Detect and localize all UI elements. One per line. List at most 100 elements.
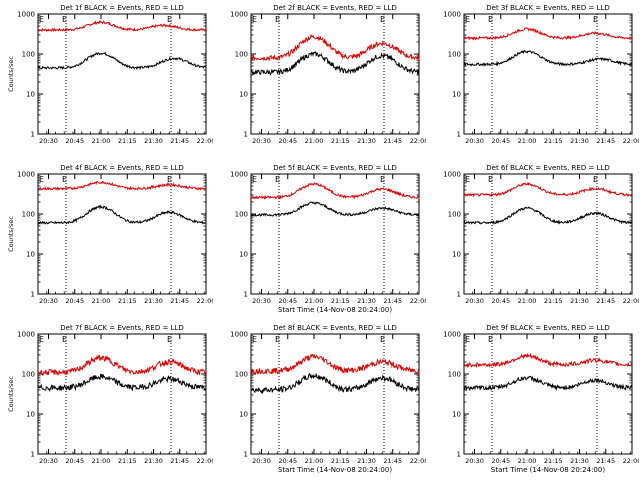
y-tick-label: 100	[448, 51, 461, 59]
x-tick-label: 22:00	[410, 297, 426, 305]
lld-series-line	[463, 27, 633, 41]
lld-series-line	[463, 181, 633, 198]
event-marker-label: E	[39, 15, 44, 24]
x-tick-label: 21:30	[570, 297, 589, 305]
y-tick-label: 100	[22, 51, 35, 59]
detector-chart: Det 6f BLACK = Events, RED = LLD 1 10 100 10…	[443, 164, 639, 305]
event-marker-label: E	[593, 15, 598, 24]
y-tick-label: 10	[239, 251, 248, 259]
event-marker-label: E	[62, 15, 67, 24]
x-tick-label: 20:45	[278, 137, 297, 145]
events-series-line	[250, 201, 420, 218]
detector-chart: Det 2f BLACK = Events, RED = LLD 1 10 100 10…	[230, 4, 426, 145]
event-marker-label: E	[488, 175, 493, 184]
x-tick-label: 21:15	[544, 297, 563, 305]
x-tick-label: 20:30	[39, 297, 58, 305]
y-tick-label: 100	[448, 211, 461, 219]
detector-panel: Det 2f BLACK = Events, RED = LLD 1 10 100 10…	[213, 0, 426, 160]
event-marker-label: E	[252, 335, 257, 344]
detector-panel: Det 9f BLACK = Events, RED = LLD 1 10 100 10…	[426, 320, 639, 480]
detector-chart: Det 1f BLACK = Events, RED = LLD 1 10 100 10…	[7, 4, 213, 145]
plot-frame	[463, 13, 633, 135]
y-tick-label: 100	[22, 371, 35, 379]
x-tick-label: 21:45	[170, 297, 189, 305]
x-tick-label: 20:30	[39, 137, 58, 145]
detector-chart: Det 7f BLACK = Events, RED = LLD 1 10 100 10…	[7, 324, 213, 465]
event-marker-label: E	[252, 175, 257, 184]
event-marker-label: E	[380, 335, 385, 344]
lld-series-line	[250, 353, 420, 375]
x-tick-label: 22:00	[623, 297, 639, 305]
plot-frame	[37, 13, 207, 135]
x-tick-label: 20:45	[65, 137, 84, 145]
x-tick-label: 21:30	[144, 297, 163, 305]
x-tick-label: 21:45	[170, 137, 189, 145]
x-tick-label: 21:15	[544, 457, 563, 465]
event-marker-label: E	[465, 15, 470, 24]
y-tick-label: 100	[22, 211, 35, 219]
y-tick-label: 1000	[230, 331, 248, 339]
lld-series-line	[37, 180, 207, 192]
x-tick-label: 21:30	[570, 457, 589, 465]
x-tick-label: 20:45	[491, 457, 510, 465]
y-tick-label: 10	[452, 91, 461, 99]
x-tick-label: 21:45	[596, 457, 615, 465]
event-marker-label: E	[39, 175, 44, 184]
y-tick-label: 10	[239, 411, 248, 419]
event-marker-label: E	[593, 335, 598, 344]
x-tick-label: 21:00	[305, 457, 324, 465]
x-tick-label: 22:00	[623, 137, 639, 145]
plot-frame	[463, 173, 633, 295]
chart-title: Det 4f BLACK = Events, RED = LLD	[60, 164, 183, 172]
detector-chart: Det 5f BLACK = Events, RED = LLD 1 10 100 10…	[230, 164, 426, 314]
x-tick-label: 22:00	[197, 457, 213, 465]
x-tick-label: 22:00	[623, 457, 639, 465]
y-tick-label: 10	[452, 411, 461, 419]
x-tick-label: 22:00	[197, 297, 213, 305]
x-tick-label: 21:15	[118, 457, 137, 465]
detector-panel: Det 4f BLACK = Events, RED = LLD 1 10 100 10…	[0, 160, 213, 320]
x-tick-label: 21:00	[518, 457, 537, 465]
x-tick-label: 20:45	[491, 297, 510, 305]
chart-title: Det 3f BLACK = Events, RED = LLD	[486, 4, 609, 12]
y-tick-label: 1000	[17, 171, 35, 179]
y-tick-label: 1	[31, 131, 35, 139]
x-tick-label: 21:30	[357, 297, 376, 305]
x-tick-label: 21:00	[305, 137, 324, 145]
x-tick-label: 22:00	[410, 457, 426, 465]
y-tick-label: 1000	[17, 11, 35, 19]
events-series-line	[250, 51, 420, 76]
detector-chart: Det 9f BLACK = Events, RED = LLD 1 10 100 10…	[443, 324, 639, 474]
x-tick-label: 20:30	[252, 137, 271, 145]
detector-chart: Det 8f BLACK = Events, RED = LLD 1 10 100 10…	[230, 324, 426, 474]
event-marker-label: E	[465, 175, 470, 184]
x-tick-label: 22:00	[197, 137, 213, 145]
chart-title: Det 5f BLACK = Events, RED = LLD	[273, 164, 396, 172]
y-tick-label: 10	[26, 251, 35, 259]
y-tick-label: 1	[244, 451, 248, 459]
x-tick-label: 21:00	[305, 297, 324, 305]
plot-frame	[250, 13, 420, 135]
y-tick-label: 1	[457, 131, 461, 139]
x-tick-label: 20:30	[252, 297, 271, 305]
y-tick-label: 10	[452, 251, 461, 259]
x-tick-label: 21:00	[518, 297, 537, 305]
x-tick-label: 21:15	[331, 137, 350, 145]
events-series-line	[37, 51, 207, 71]
x-tick-label: 21:30	[357, 137, 376, 145]
plot-frame	[463, 333, 633, 455]
y-tick-label: 1	[31, 291, 35, 299]
x-tick-label: 20:45	[491, 137, 510, 145]
lld-series-line	[250, 182, 420, 200]
events-series-line	[37, 373, 207, 392]
event-marker-label: E	[62, 175, 67, 184]
event-marker-label: E	[252, 15, 257, 24]
y-tick-label: 1000	[443, 331, 461, 339]
x-tick-label: 21:15	[544, 137, 563, 145]
y-tick-label: 1	[457, 291, 461, 299]
event-marker-label: E	[488, 335, 493, 344]
event-marker-label: E	[167, 15, 172, 24]
detector-chart: Det 3f BLACK = Events, RED = LLD 1 10 100 10…	[443, 4, 639, 145]
event-marker-label: E	[275, 175, 280, 184]
